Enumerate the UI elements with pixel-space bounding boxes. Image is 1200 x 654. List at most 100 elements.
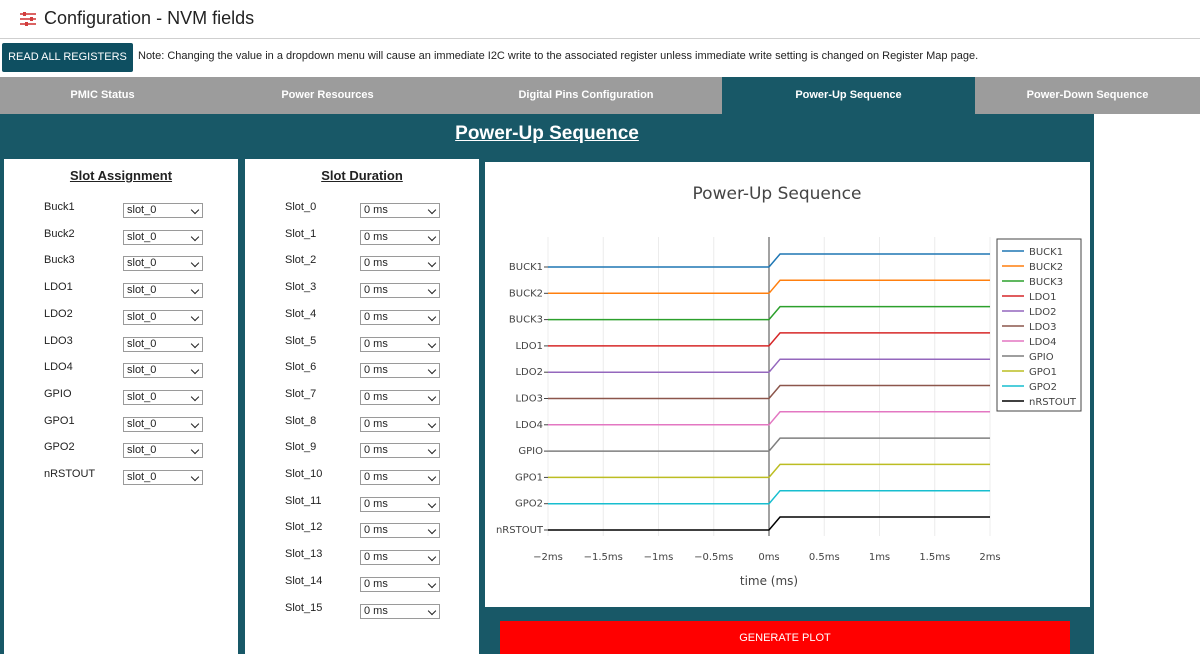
tab-power-up-sequence[interactable]: Power-Up Sequence <box>722 77 975 114</box>
chevron-down-icon <box>427 419 437 428</box>
slot-duration-select[interactable]: 0 ms <box>360 363 440 379</box>
slot-duration-label: Slot_8 <box>285 414 317 427</box>
y-tick-label: LDO3 <box>515 394 543 405</box>
slot-duration-select[interactable]: 0 ms <box>360 550 440 566</box>
slot-assignment-label: nRSTOUT <box>44 468 96 480</box>
x-axis-label: time (ms) <box>740 574 798 588</box>
slot-assignment-select-value: slot_0 <box>127 417 157 430</box>
slot-assignment-select[interactable]: slot_0 <box>123 203 203 218</box>
legend-entry: nRSTOUT <box>1029 397 1077 408</box>
slot-duration-select[interactable]: 0 ms <box>360 523 440 539</box>
legend-entry: GPO1 <box>1029 367 1057 378</box>
chart-svg: Power-Up Sequence BUCK1 BUCK2 BUCK3 LDO1 LDO2… <box>496 184 1082 588</box>
slot-assignment-select-value: slot_0 <box>127 310 157 323</box>
slot-duration-label: Slot_5 <box>285 334 317 347</box>
slot-duration-select[interactable]: 0 ms <box>360 470 440 485</box>
chevron-down-icon <box>427 499 437 508</box>
write-note: Note: Changing the value in a dropdown m… <box>138 50 979 62</box>
slot-duration-select[interactable]: 0 ms <box>360 603 440 619</box>
series-line <box>548 253 990 268</box>
slot-duration-select[interactable]: 0 ms <box>360 576 440 592</box>
slot-assignment-select-value: slot_0 <box>127 284 157 297</box>
slot-duration-select[interactable]: 0 ms <box>360 416 440 432</box>
slot-duration-select[interactable]: 0 ms <box>360 203 440 218</box>
slot-duration-select-value: 0 ms <box>364 444 388 457</box>
x-tick-label: 0.5ms <box>809 552 840 563</box>
slot-assignment-label: GPO2 <box>44 441 75 454</box>
slot-duration-label: Slot_14 <box>285 574 323 587</box>
tab-power-resources[interactable]: Power Resources <box>281 89 374 101</box>
slot-assignment-select[interactable]: slot_0 <box>123 389 203 405</box>
read-all-registers-button[interactable]: READ ALL REGISTERS <box>2 43 133 72</box>
series-line <box>548 358 990 373</box>
slot-assignment-select[interactable]: slot_0 <box>123 256 203 272</box>
x-tick-label: 1ms <box>869 552 890 563</box>
tab-power-down-sequence[interactable]: Power-Down Sequence <box>1026 89 1149 101</box>
chevron-down-icon <box>427 392 437 402</box>
slot-duration-select-value: 0 ms <box>364 417 388 430</box>
chevron-down-icon <box>427 579 437 589</box>
slot-duration-label: Slot_0 <box>285 201 317 213</box>
chevron-down-icon <box>427 285 437 295</box>
slot-assignment-select[interactable]: slot_0 <box>123 443 203 459</box>
slot-assignment-select[interactable]: slot_0 <box>123 283 203 299</box>
slot-duration-select-value: 0 ms <box>364 364 388 377</box>
slot-duration-select-value: 0 ms <box>364 204 388 216</box>
series-line <box>548 384 990 400</box>
slot-duration-label: Slot_4 <box>285 307 317 320</box>
slot-duration-select-value: 0 ms <box>364 337 388 350</box>
slot-duration-label: Slot_2 <box>285 254 317 267</box>
slot-assignment-select-value: slot_0 <box>127 230 157 243</box>
chevron-down-icon <box>427 526 437 535</box>
slot-duration-select-value: 0 ms <box>364 230 388 243</box>
chevron-down-icon <box>190 285 200 295</box>
slot-assignment-label: LDO4 <box>44 361 73 374</box>
series-line <box>548 489 990 505</box>
slot-assignment-select[interactable]: slot_0 <box>123 470 203 485</box>
chevron-down-icon <box>190 446 200 455</box>
slot-assignment-label: Buck2 <box>44 227 75 240</box>
tab-pmic-status[interactable]: PMIC Status <box>70 89 135 101</box>
slot-duration-select[interactable]: 0 ms <box>360 496 440 512</box>
slot-duration-label: Slot_11 <box>285 494 322 507</box>
slot-assignment-select[interactable]: slot_0 <box>123 363 203 379</box>
x-tick-label: 0ms <box>758 552 779 563</box>
series-line <box>548 437 990 452</box>
slot-duration-select[interactable]: 0 ms <box>360 256 440 272</box>
slot-assignment-heading: Slot Assignment <box>69 168 173 183</box>
slot-assignment-select[interactable]: slot_0 <box>123 336 203 352</box>
generate-plot-button[interactable]: GENERATE PLOT <box>500 621 1070 654</box>
x-tick-label: −0.5ms <box>694 552 733 563</box>
y-tick-label: BUCK1 <box>509 262 543 273</box>
y-tick-label: LDO4 <box>515 420 543 431</box>
chevron-down-icon <box>427 259 437 268</box>
legend-entry: BUCK1 <box>1029 247 1063 258</box>
slot-assignment-select[interactable]: slot_0 <box>123 416 203 432</box>
tab-digital-pins-configuration[interactable]: Digital Pins Configuration <box>518 89 654 101</box>
chevron-down-icon <box>190 205 200 215</box>
slot-duration-select[interactable]: 0 ms <box>360 229 440 245</box>
y-tick-label: BUCK3 <box>509 315 543 326</box>
slot-assignment-select[interactable]: slot_0 <box>123 229 203 245</box>
slot-duration-select[interactable]: 0 ms <box>360 283 440 299</box>
slot-duration-label: Slot_1 <box>285 227 317 240</box>
panel-title: Power-Up Sequence <box>455 123 639 144</box>
chevron-down-icon <box>427 205 437 215</box>
slot-assignment-select[interactable]: slot_0 <box>123 309 203 325</box>
legend-entry: GPO2 <box>1029 382 1057 393</box>
legend-entry: BUCK2 <box>1029 262 1063 273</box>
x-tick-label: 2ms <box>979 552 1000 563</box>
slot-duration-select-value: 0 ms <box>364 284 388 297</box>
slot-duration-select-value: 0 ms <box>364 390 388 403</box>
slot-assignment-label: GPO1 <box>44 414 75 427</box>
chevron-down-icon <box>427 472 437 482</box>
y-tick-label: LDO2 <box>515 367 543 378</box>
legend-entry: LDO1 <box>1029 292 1057 303</box>
chevron-down-icon <box>427 312 437 322</box>
slot-assignment-label: Buck1 <box>44 201 75 213</box>
slot-duration-select[interactable]: 0 ms <box>360 389 440 405</box>
slot-duration-select[interactable]: 0 ms <box>360 336 440 352</box>
slot-duration-select[interactable]: 0 ms <box>360 443 440 459</box>
slot-duration-select[interactable]: 0 ms <box>360 309 440 325</box>
slot-duration-select-value: 0 ms <box>364 524 388 537</box>
